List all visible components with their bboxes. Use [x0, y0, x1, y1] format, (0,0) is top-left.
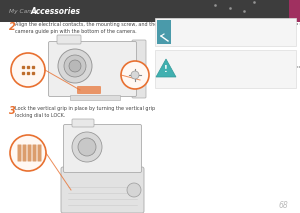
Text: 68: 68	[278, 201, 288, 210]
Text: My Camera ›: My Camera ›	[9, 9, 47, 13]
Circle shape	[131, 71, 139, 79]
Text: • Do not expose the device to water.
• Avoid removing or changing the device in : • Do not expose the device to water. • A…	[179, 54, 300, 75]
Circle shape	[11, 53, 45, 87]
FancyBboxPatch shape	[155, 18, 296, 46]
Text: Align the electrical contacts, the mounting screw, and the
camera guide pin with: Align the electrical contacts, the mount…	[15, 22, 157, 34]
Circle shape	[58, 49, 92, 83]
FancyBboxPatch shape	[77, 86, 101, 94]
FancyBboxPatch shape	[28, 144, 31, 161]
Text: 2: 2	[9, 22, 16, 32]
Circle shape	[78, 138, 96, 156]
FancyBboxPatch shape	[61, 167, 144, 213]
Circle shape	[69, 60, 81, 72]
FancyBboxPatch shape	[64, 125, 142, 173]
Text: Before attaching the camera to the vertical grip, turn the camera off. The camer: Before attaching the camera to the verti…	[174, 22, 300, 32]
FancyBboxPatch shape	[157, 20, 171, 44]
FancyBboxPatch shape	[38, 144, 41, 161]
Circle shape	[10, 135, 46, 171]
FancyBboxPatch shape	[57, 35, 81, 44]
Circle shape	[127, 183, 141, 197]
FancyBboxPatch shape	[132, 40, 146, 98]
Text: !: !	[164, 66, 168, 75]
FancyBboxPatch shape	[70, 95, 120, 100]
FancyBboxPatch shape	[22, 144, 26, 161]
FancyBboxPatch shape	[17, 144, 22, 161]
Circle shape	[64, 55, 86, 77]
Text: 3: 3	[9, 106, 16, 116]
FancyBboxPatch shape	[155, 50, 296, 88]
Text: Accessories: Accessories	[30, 7, 80, 16]
FancyBboxPatch shape	[49, 42, 136, 96]
FancyBboxPatch shape	[32, 144, 37, 161]
Circle shape	[72, 132, 102, 162]
FancyBboxPatch shape	[0, 0, 300, 22]
FancyBboxPatch shape	[289, 0, 300, 22]
Polygon shape	[156, 59, 176, 77]
Text: Lock the vertical grip in place by turning the vertical grip
locking dial to LOC: Lock the vertical grip in place by turni…	[15, 106, 155, 118]
Circle shape	[121, 61, 149, 89]
FancyBboxPatch shape	[72, 119, 94, 127]
